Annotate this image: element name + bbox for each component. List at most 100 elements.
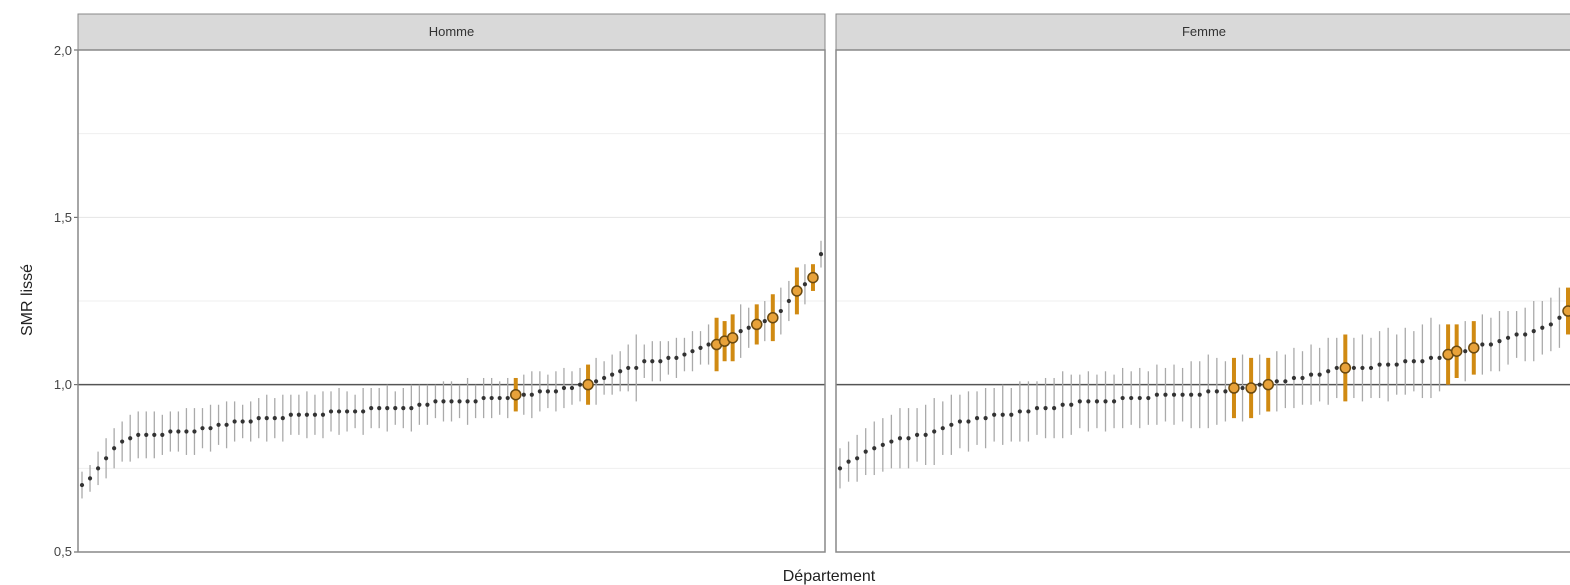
data-point: [618, 369, 623, 374]
data-point: [489, 395, 494, 401]
data-point: [690, 349, 695, 354]
data-point: [232, 419, 237, 424]
data-point: [481, 395, 486, 401]
data-point: [932, 429, 937, 434]
data-point: [336, 409, 342, 414]
data-point: [385, 405, 390, 411]
data-point: [87, 476, 93, 481]
data-point: [746, 325, 751, 330]
data-point: [610, 372, 615, 377]
data-point: [1094, 399, 1100, 404]
data-point: [863, 449, 868, 454]
data-marks: [79, 240, 824, 499]
data-point: [136, 432, 141, 437]
data-point: [1394, 362, 1399, 367]
data-point: [1086, 399, 1091, 404]
highlight-point: [582, 378, 594, 391]
data-point: [377, 405, 382, 411]
data-point: [1137, 395, 1142, 401]
data-point: [1129, 395, 1134, 401]
data-marks: [837, 287, 1570, 489]
facet-panel-homme: Homme: [77, 13, 826, 553]
data-point: [1480, 342, 1485, 347]
data-point: [256, 416, 261, 421]
data-point: [889, 439, 894, 444]
data-point: [240, 419, 245, 424]
data-point: [168, 429, 173, 434]
y-tick-label: 1,0: [54, 377, 72, 392]
data-point: [296, 412, 301, 417]
highlight-point: [1228, 382, 1240, 394]
data-point: [1206, 389, 1211, 394]
data-point: [577, 382, 583, 387]
data-point: [176, 429, 181, 434]
data-point: [949, 422, 954, 427]
data-point: [103, 456, 109, 461]
data-point: [160, 432, 165, 437]
data-point: [658, 359, 663, 364]
data-point: [855, 456, 860, 461]
highlight-point: [1245, 382, 1257, 394]
data-point: [497, 395, 502, 401]
data-point: [1171, 392, 1177, 397]
data-point: [1411, 359, 1416, 364]
data-point: [441, 399, 446, 404]
data-point: [698, 345, 703, 350]
data-point: [666, 355, 671, 360]
data-point: [1428, 355, 1434, 360]
data-point: [1514, 332, 1519, 337]
data-point: [940, 426, 945, 431]
data-point: [152, 432, 157, 437]
highlight-point: [750, 318, 763, 331]
data-point: [95, 466, 101, 471]
data-point: [425, 402, 430, 407]
data-point: [529, 392, 534, 397]
data-point: [650, 359, 655, 364]
data-point: [537, 389, 542, 394]
data-point: [449, 399, 454, 404]
data-point: [1291, 375, 1297, 381]
data-point: [1523, 332, 1528, 337]
data-point: [344, 409, 350, 414]
data-point: [1060, 402, 1065, 407]
facet-panel-femme: Femme: [835, 13, 1570, 553]
data-point: [208, 426, 213, 431]
data-point: [923, 432, 928, 437]
data-point: [602, 375, 607, 381]
data-point: [1163, 392, 1168, 397]
data-point: [1360, 365, 1365, 371]
data-point: [1531, 329, 1536, 334]
data-point: [1300, 375, 1305, 381]
x-axis-title: Département: [783, 568, 876, 585]
data-point: [957, 419, 963, 424]
data-point: [184, 429, 189, 434]
data-point: [1420, 359, 1425, 364]
data-point: [369, 405, 374, 411]
data-point: [1317, 372, 1322, 377]
data-point: [992, 412, 997, 417]
data-point: [192, 429, 197, 434]
data-point: [433, 399, 438, 404]
data-point: [1103, 399, 1108, 404]
data-point: [1437, 355, 1442, 360]
data-point: [112, 446, 117, 451]
data-point: [872, 446, 877, 451]
data-point: [906, 436, 911, 441]
data-point: [1197, 392, 1202, 397]
data-point: [837, 466, 843, 471]
data-point: [593, 379, 599, 384]
data-point: [706, 342, 711, 347]
data-point: [1146, 395, 1151, 401]
data-point: [409, 405, 414, 411]
data-point: [1111, 399, 1117, 404]
data-point: [1026, 409, 1031, 414]
data-point: [1180, 392, 1185, 397]
data-point: [353, 409, 358, 414]
data-point: [914, 432, 920, 437]
data-point: [1326, 369, 1331, 374]
data-point: [1488, 342, 1494, 347]
facet-strip-label: Homme: [429, 24, 475, 39]
data-point: [553, 389, 559, 394]
data-point: [1069, 402, 1074, 407]
